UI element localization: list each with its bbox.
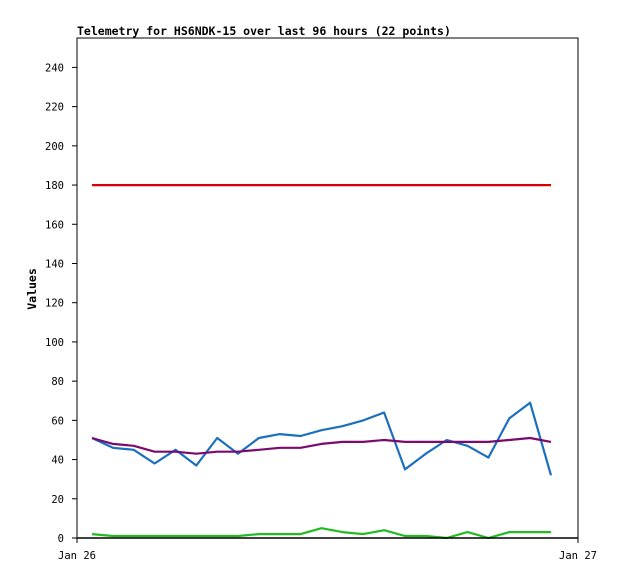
x-tick-label: Jan 26 <box>58 550 96 562</box>
y-tick-label: 240 <box>45 62 64 74</box>
x-axis: Jan 26 Jan 27 <box>58 538 597 562</box>
y-tick-label: 180 <box>45 180 64 192</box>
y-tick-label: 0 <box>58 533 64 545</box>
series-line-4 <box>91 527 551 540</box>
y-axis-label: Values <box>25 268 39 310</box>
series-lines <box>91 184 553 540</box>
y-tick-label: 20 <box>51 494 64 506</box>
y-tick-label: 140 <box>45 258 64 270</box>
y-axis: 0 20 40 60 80 100 120 140 160 180 200 220 240 <box>45 62 77 545</box>
y-tick-label: 80 <box>51 376 64 388</box>
plot-frame <box>76 37 579 539</box>
chart-title: Telemetry for HS6NDK-15 over last 96 hou… <box>77 24 451 38</box>
x-tick-label: Jan 27 <box>559 550 597 562</box>
y-tick-label: 220 <box>45 102 64 114</box>
y-tick-label: 100 <box>45 337 64 349</box>
y-tick-label: 60 <box>51 415 64 427</box>
y-tick-label: 200 <box>45 141 64 153</box>
y-tick-label: 40 <box>51 455 64 467</box>
y-tick-label: 120 <box>45 298 64 310</box>
series-line-3 <box>91 436 552 455</box>
series-line-2 <box>91 401 553 476</box>
y-tick-label: 160 <box>45 219 64 231</box>
